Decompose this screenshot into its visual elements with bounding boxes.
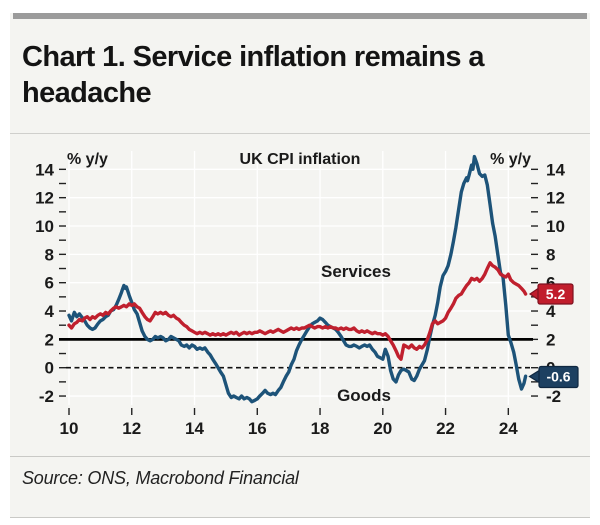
source-note: Source: ONS, Macrobond Financial [22, 468, 299, 488]
footer-divider [10, 456, 590, 457]
svg-text:16: 16 [248, 419, 267, 438]
axis-ticks [59, 168, 538, 415]
services-end-value-tag: 5.2 [528, 283, 574, 305]
goods-line [67, 154, 528, 404]
svg-text:-2: -2 [546, 387, 561, 406]
svg-text:14: 14 [185, 419, 204, 438]
services-end-value: 5.2 [546, 286, 566, 302]
horizontal-gridlines [66, 168, 533, 397]
svg-text:10: 10 [546, 217, 565, 236]
svg-text:12: 12 [546, 189, 565, 208]
svg-text:4: 4 [45, 302, 55, 321]
goods-end-value-tag: -0.6 [528, 365, 579, 389]
svg-text:0: 0 [45, 359, 54, 378]
svg-text:6: 6 [45, 274, 54, 293]
chart-title: Chart 1. Service inflation remains a hea… [22, 41, 485, 109]
left-axis-unit-label: % y/y [67, 151, 108, 168]
svg-text:22: 22 [436, 419, 455, 438]
svg-text:4: 4 [546, 302, 556, 321]
svg-text:8: 8 [546, 245, 555, 264]
vertical-gridlines [68, 151, 509, 405]
header-divider [10, 133, 590, 134]
services-series-label: Services [321, 262, 391, 281]
svg-text:24: 24 [499, 419, 518, 438]
svg-text:8: 8 [45, 245, 54, 264]
svg-text:18: 18 [311, 419, 330, 438]
svg-text:12: 12 [122, 419, 141, 438]
svg-text:2: 2 [45, 330, 54, 349]
services-tag-box [537, 283, 574, 305]
right-axis-unit-label: % y/y [490, 151, 531, 168]
chart-area: 1414121210108866442200-2-210121416182022… [10, 134, 590, 456]
svg-text:14: 14 [546, 160, 565, 179]
chart-subtitle: UK CPI inflation [240, 151, 361, 168]
svg-text:6: 6 [546, 274, 555, 293]
services-line [67, 261, 528, 361]
svg-text:20: 20 [373, 419, 392, 438]
svg-text:2: 2 [546, 330, 555, 349]
svg-text:12: 12 [35, 189, 54, 208]
top-accent-bar [13, 13, 587, 19]
chart-card: Chart 1. Service inflation remains a hea… [10, 13, 590, 518]
svg-text:14: 14 [35, 160, 54, 179]
cpi-line-chart: 1414121210108866442200-2-210121416182022… [35, 151, 579, 438]
svg-text:10: 10 [60, 419, 79, 438]
goods-end-value: -0.6 [546, 369, 570, 385]
goods-tag-box [538, 365, 579, 389]
goods-series-label: Goods [337, 386, 391, 405]
svg-text:10: 10 [35, 217, 54, 236]
svg-text:-2: -2 [39, 387, 54, 406]
